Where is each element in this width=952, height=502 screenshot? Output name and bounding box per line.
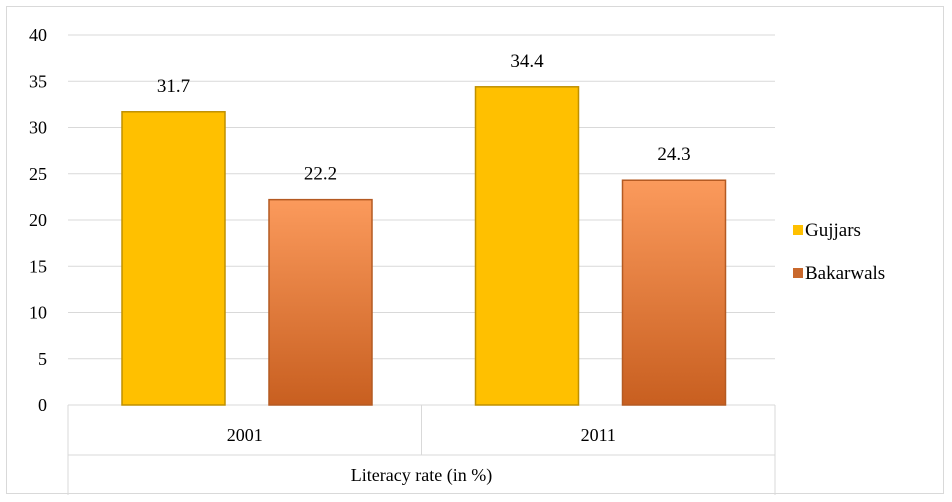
x-axis-title: Literacy rate (in %) [351, 465, 492, 486]
bar-bakarwals-2011 [621, 179, 727, 406]
legend: Gujjars Bakarwals [793, 220, 885, 284]
y-tick-label: 0 [38, 395, 47, 415]
x-category-label: 2001 [227, 425, 263, 445]
data-label: 34.4 [510, 51, 544, 72]
data-label: 22.2 [304, 164, 337, 185]
y-tick-label: 30 [29, 118, 47, 138]
y-tick-label: 15 [29, 256, 47, 276]
y-tick-label: 10 [29, 303, 47, 323]
legend-swatch-gujjars [793, 225, 803, 235]
x-axis-categories: 2001 2011 [227, 425, 616, 445]
legend-label-bakarwals: Bakarwals [805, 263, 885, 284]
bar-gujjars-2011 [474, 86, 580, 406]
y-tick-label: 40 [29, 25, 47, 45]
data-label: 31.7 [157, 76, 190, 97]
legend-swatch-bakarwals [793, 268, 803, 278]
x-category-label: 2011 [581, 425, 616, 445]
bar-bakarwals-2001 [268, 198, 373, 406]
bars [121, 86, 727, 406]
y-tick-label: 5 [38, 349, 47, 369]
data-labels: 31.7 22.2 34.4 24.3 [157, 51, 691, 185]
y-tick-label: 20 [29, 210, 47, 230]
y-tick-label: 35 [29, 71, 47, 91]
bar-gujjars-2001 [121, 111, 226, 406]
y-tick-label: 25 [29, 164, 47, 184]
legend-label-gujjars: Gujjars [805, 220, 861, 241]
data-label: 24.3 [657, 144, 690, 165]
y-axis-ticks: 0 5 10 15 20 25 30 35 40 [29, 25, 47, 415]
